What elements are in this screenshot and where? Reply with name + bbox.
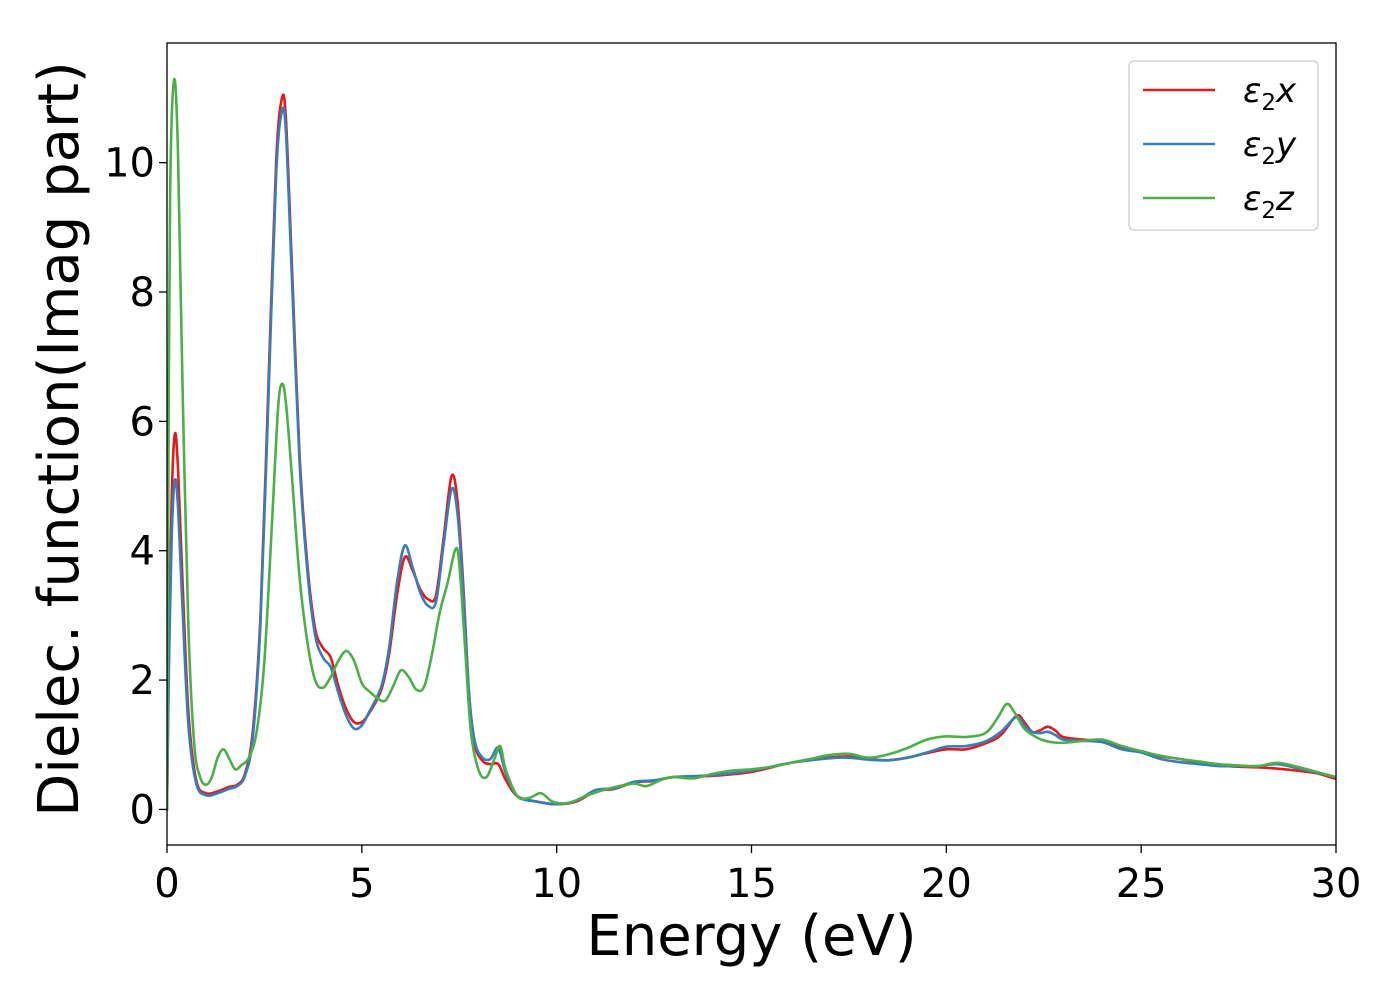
legend-label-suffix: z <box>1275 179 1295 219</box>
series-line-3 <box>167 77 1336 811</box>
y-tick-label: 4 <box>130 529 155 575</box>
y-tick-label: 2 <box>130 658 155 704</box>
series-layer <box>167 77 1336 811</box>
legend-box <box>1128 60 1319 231</box>
legend-label-base: ε <box>1243 125 1261 165</box>
legend-label: ε2y <box>1243 125 1297 170</box>
x-tick-label: 10 <box>531 861 582 907</box>
x-tick-label: 30 <box>1311 861 1362 907</box>
legend-label-suffix: x <box>1275 71 1297 111</box>
series-line-2 <box>167 106 1336 811</box>
y-tick-label: 6 <box>130 399 155 445</box>
y-axis: 0 2 4 6 8 10 <box>104 141 167 833</box>
x-tick-label: 15 <box>726 861 777 907</box>
x-axis: 0 5 10 15 20 25 30 <box>154 845 1361 907</box>
y-tick-label: 8 <box>130 270 155 316</box>
legend-label-sub: 2 <box>1261 198 1276 224</box>
x-tick-label: 20 <box>921 861 972 907</box>
x-tick-label: 5 <box>349 861 374 907</box>
x-tick-label: 0 <box>154 861 179 907</box>
x-tick-label: 25 <box>1116 861 1167 907</box>
legend-label-sub: 2 <box>1261 144 1276 170</box>
y-tick-label: 10 <box>104 141 155 187</box>
legend-label-base: ε <box>1243 179 1261 219</box>
y-axis-title: Dielec. function(Imag part) <box>27 61 92 817</box>
legend-label-base: ε <box>1243 71 1261 111</box>
x-axis-title: Energy (eV) <box>586 904 916 969</box>
y-tick-label: 0 <box>130 787 155 833</box>
legend-label: ε2z <box>1243 179 1295 224</box>
legend-label: ε2x <box>1243 71 1297 116</box>
legend-label-sub: 2 <box>1261 90 1276 116</box>
legend-label-suffix: y <box>1275 125 1297 165</box>
